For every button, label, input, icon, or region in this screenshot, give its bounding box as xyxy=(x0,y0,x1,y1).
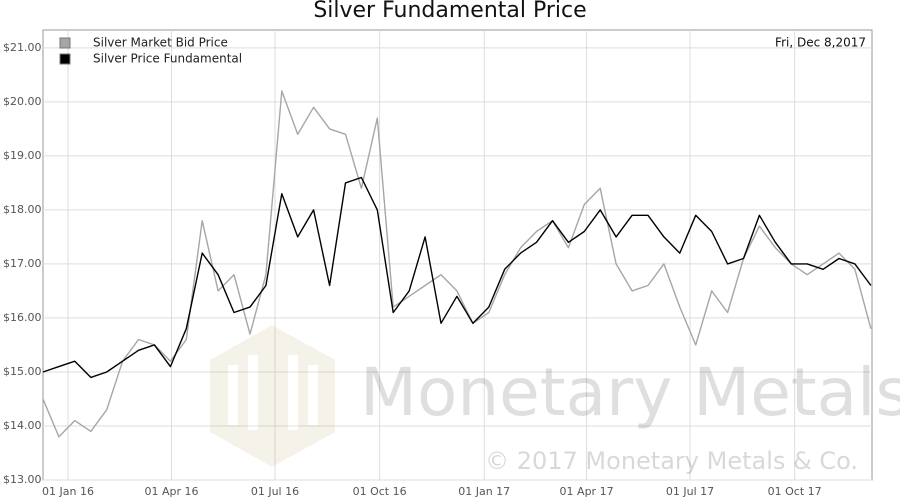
annotation: Fri, Dec 8,2017 xyxy=(775,36,866,50)
x-tick-label: 01 Oct 16 xyxy=(353,485,407,498)
x-tick-label: 01 Oct 17 xyxy=(768,485,822,498)
x-tick-label: 01 Jul 17 xyxy=(666,485,714,498)
watermark: Monetary Metals xyxy=(360,354,900,431)
plot-frame xyxy=(42,29,873,481)
chart-title: Silver Fundamental Price xyxy=(313,0,586,23)
x-tick-label: 01 Apr 16 xyxy=(144,485,198,498)
y-tick-label: $13.00 xyxy=(3,473,42,486)
watermark-logo xyxy=(210,325,335,467)
legend-swatch xyxy=(59,37,71,49)
y-tick-label: $21.00 xyxy=(3,41,42,54)
y-tick-label: $20.00 xyxy=(3,95,42,108)
x-tick-label: 01 Jul 16 xyxy=(251,485,299,498)
legend-swatch xyxy=(59,53,71,65)
series-line xyxy=(42,176,872,379)
y-tick-label: $15.00 xyxy=(3,365,42,378)
y-tick-label: $17.00 xyxy=(3,257,42,270)
legend-label: Silver Market Bid Price xyxy=(93,36,228,50)
y-tick-label: $16.00 xyxy=(3,311,42,324)
legend-label: Silver Price Fundamental xyxy=(93,52,242,66)
series-line xyxy=(42,90,872,438)
x-tick-label: 01 Jan 16 xyxy=(42,485,94,498)
copyright: © 2017 Monetary Metals & Co. xyxy=(485,447,858,475)
y-tick-label: $14.00 xyxy=(3,419,42,432)
x-tick-label: 01 Apr 17 xyxy=(560,485,614,498)
x-tick-label: 01 Jan 17 xyxy=(458,485,510,498)
y-tick-label: $19.00 xyxy=(3,149,42,162)
y-tick-label: $18.00 xyxy=(3,203,42,216)
